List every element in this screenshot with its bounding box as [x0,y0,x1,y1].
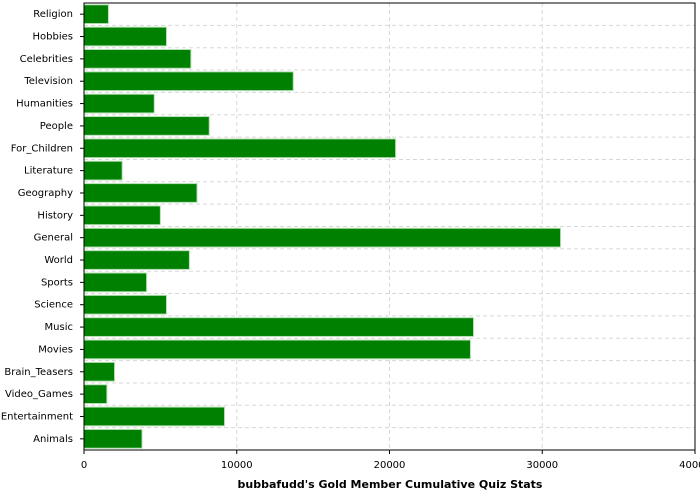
bar [83,93,155,114]
y-tick-label: Music [45,322,73,333]
plot-frame [83,2,696,451]
bar [83,317,475,337]
y-tick-label: Religion [33,9,73,20]
bar [83,428,143,449]
bar [83,361,116,382]
bar [83,116,210,136]
x-tick-label: 0 [81,460,87,471]
y-tick-label: Brain_Teasers [4,367,73,378]
bar [83,160,123,181]
bar [83,138,397,159]
y-tick-label: General [34,233,73,244]
bar [83,205,161,226]
x-tick-label: 40000 [679,460,700,471]
bar [83,406,226,427]
x-tick-label: 30000 [526,460,558,471]
y-tick-label: Television [23,76,73,87]
bar [83,250,190,270]
bar [83,4,109,25]
bar [83,183,198,203]
x-axis-label: bubbafudd's Gold Member Cumulative Quiz … [238,478,543,491]
bar [83,272,148,293]
y-tick-label: Video_Games [5,389,73,400]
y-tick-label: Hobbies [33,32,73,43]
bar [83,48,192,69]
bar [83,227,562,248]
y-tick-label: World [44,255,73,266]
y-tick-label: Science [34,300,73,311]
x-tick-label: 10000 [221,460,253,471]
y-tick-label: Humanities [16,99,73,110]
bar [83,294,167,315]
y-tick-label: Celebrities [20,54,73,65]
y-tick-label: Geography [18,188,73,199]
y-tick-label: Entertainment [1,411,73,422]
y-tick-label: People [40,121,73,132]
bar [83,71,294,92]
y-tick-label: For_Children [11,143,73,154]
y-tick-label: Movies [38,344,73,355]
x-tick-label: 20000 [374,460,406,471]
y-tick-label: History [37,210,73,221]
bar [83,26,167,47]
y-tick-label: Animals [33,434,73,445]
bar [83,339,471,360]
y-tick-label: Literature [24,166,73,177]
bar [83,384,108,405]
y-tick-label: Sports [41,277,73,288]
